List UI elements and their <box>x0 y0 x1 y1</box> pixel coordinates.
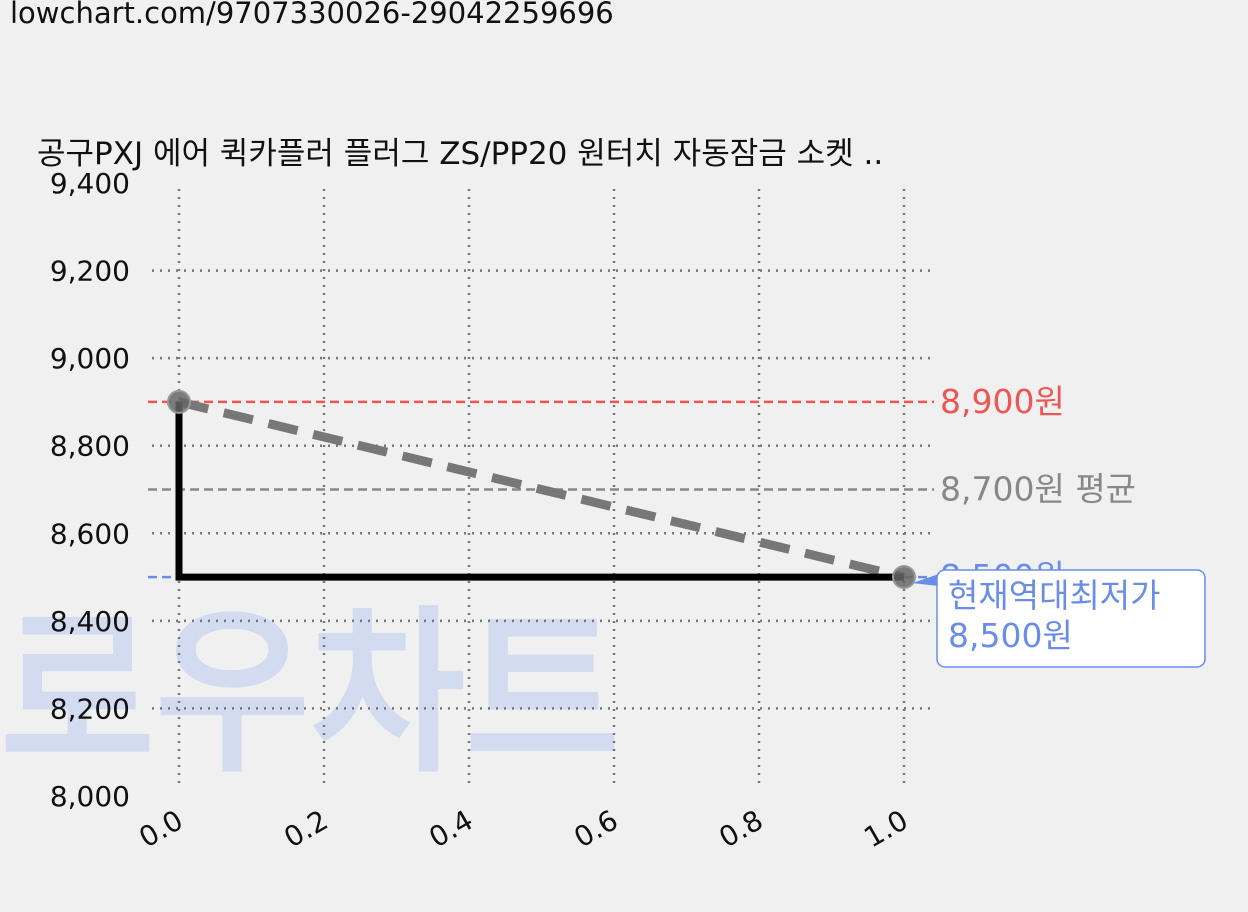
x-tick-label: 0.0 <box>133 803 188 854</box>
y-tick-label: 9,200 <box>50 255 130 288</box>
y-tick-label: 8,400 <box>50 605 130 638</box>
data-point <box>892 565 916 590</box>
reference-line-label: 8,700원 평균 <box>940 470 1136 509</box>
y-tick-label: 9,400 <box>50 167 130 200</box>
y-tick-label: 8,600 <box>50 517 130 550</box>
x-tick-label: 0.6 <box>568 803 623 854</box>
trend-line <box>177 397 906 582</box>
x-tick-label: 0.4 <box>423 803 478 854</box>
watermark: 로우차트 <box>0 590 620 797</box>
source-url: lowchart.com/9707330026-29042259696 <box>10 0 614 30</box>
x-tick-label: 0.2 <box>278 803 333 854</box>
y-tick-label: 8,200 <box>50 692 130 725</box>
grid <box>152 189 934 786</box>
annotation-text: 현재역대최저가 <box>948 576 1161 615</box>
reference-line-label: 8,900원 <box>940 382 1065 421</box>
y-tick-label: 8,000 <box>50 780 130 813</box>
annotation-box <box>936 569 1206 668</box>
y-tick-label: 8,800 <box>50 430 130 463</box>
x-tick-label: 1.0 <box>858 803 913 854</box>
price-step-line <box>175 401 904 581</box>
watermark-text: 로우차트 <box>0 590 620 797</box>
annotation-text: 8,500원 <box>948 616 1073 655</box>
x-tick-label: 0.8 <box>713 803 768 854</box>
annotation-arrow <box>912 574 939 586</box>
y-tick-label: 9,000 <box>50 342 130 375</box>
series <box>167 389 916 590</box>
chart-title: 공구PXJ 에어 퀵카플러 플러그 ZS/PP20 원터치 자동잠금 소켓 .. <box>37 136 883 172</box>
data-point <box>167 389 191 414</box>
